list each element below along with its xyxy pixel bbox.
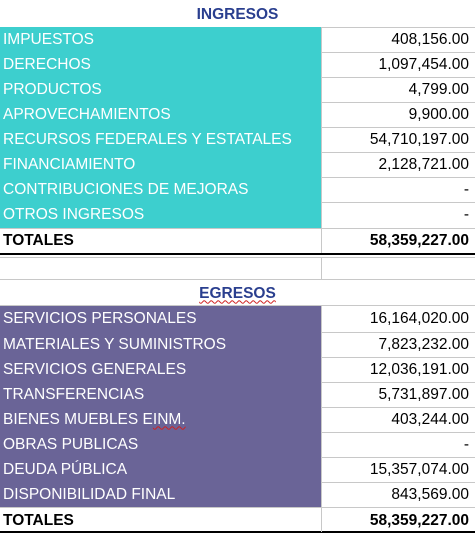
- totals-row[interactable]: TOTALES 58,359,227.00: [0, 508, 475, 533]
- table-row[interactable]: RECURSOS FEDERALES Y ESTATALES 54,710,19…: [0, 127, 475, 152]
- row-value: -: [463, 435, 469, 453]
- table-row[interactable]: SERVICIOS PERSONALES 16,164,020.00: [0, 306, 475, 332]
- row-value: 16,164,020.00: [369, 310, 469, 327]
- row-label: PRODUCTOS: [0, 77, 322, 102]
- row-label: IMPUESTOS: [0, 27, 322, 52]
- table-row[interactable]: DISPONIBILIDAD FINAL 843,569.00: [0, 482, 475, 507]
- egresos-title: EGRESOS: [0, 281, 475, 306]
- table-row[interactable]: DERECHOS 1,097,454.00: [0, 52, 475, 77]
- row-value: 9,900.00: [408, 105, 469, 123]
- table-row[interactable]: APROVECHAMIENTOS 9,900.00: [0, 102, 475, 127]
- row-value: 843,569.00: [391, 485, 469, 503]
- row-label: SERVICIOS GENERALES: [0, 357, 322, 382]
- totals-label: TOTALES: [3, 231, 74, 249]
- row-label: BIENES MUEBLES E INM.: [0, 407, 322, 432]
- totals-row[interactable]: TOTALES 58,359,227.00: [0, 228, 475, 253]
- row-label: SERVICIOS PERSONALES: [0, 306, 322, 332]
- row-label: DISPONIBILIDAD FINAL: [0, 482, 322, 507]
- totals-label: TOTALES: [3, 511, 74, 529]
- row-value: 2,128,721.00: [378, 155, 469, 173]
- table-row[interactable]: PRODUCTOS 4,799.00: [0, 77, 475, 102]
- row-value: -: [463, 206, 469, 223]
- table-row[interactable]: SERVICIOS GENERALES 12,036,191.00: [0, 357, 475, 382]
- table-row[interactable]: TRANSFERENCIAS 5,731,897.00: [0, 382, 475, 407]
- table-row[interactable]: MATERIALES Y SUMINISTROS 7,823,232.00: [0, 332, 475, 357]
- row-label: FINANCIAMIENTO: [0, 152, 322, 177]
- table-row[interactable]: OBRAS PUBLICAS -: [0, 432, 475, 457]
- row-value: 408,156.00: [391, 30, 469, 48]
- row-label: CONTRIBUCIONES DE MEJORAS: [0, 177, 322, 202]
- row-label-flagged: INM.: [152, 410, 186, 428]
- row-label: OTROS INGRESOS: [0, 202, 322, 228]
- table-row[interactable]: BIENES MUEBLES E INM. 403,244.00: [0, 407, 475, 432]
- table-row[interactable]: DEUDA PÚBLICA 15,357,074.00: [0, 457, 475, 482]
- row-value: 403,244.00: [391, 410, 469, 428]
- row-label: TRANSFERENCIAS: [0, 382, 322, 407]
- table-row[interactable]: CONTRIBUCIONES DE MEJORAS -: [0, 177, 475, 202]
- row-value: 12,036,191.00: [369, 360, 469, 378]
- ingresos-title: INGRESOS: [196, 5, 279, 23]
- table-row[interactable]: IMPUESTOS 408,156.00: [0, 27, 475, 52]
- row-label: OBRAS PUBLICAS: [0, 432, 322, 457]
- row-label: APROVECHAMIENTOS: [0, 102, 322, 127]
- row-label-prefix: BIENES MUEBLES E: [3, 410, 153, 428]
- totals-value: 58,359,227.00: [369, 511, 469, 529]
- table-row[interactable]: OTROS INGRESOS -: [0, 202, 475, 228]
- egresos-title-text: EGRESOS: [199, 284, 276, 302]
- row-value: -: [463, 180, 469, 198]
- row-label: DERECHOS: [0, 52, 322, 77]
- table-row[interactable]: FINANCIAMIENTO 2,128,721.00: [0, 152, 475, 177]
- row-label: RECURSOS FEDERALES Y ESTATALES: [0, 127, 322, 152]
- row-value: 54,710,197.00: [369, 130, 469, 148]
- row-value: 5,731,897.00: [378, 385, 469, 403]
- row-value: 1,097,454.00: [378, 55, 469, 73]
- row-label: DEUDA PÚBLICA: [0, 457, 322, 482]
- row-value: 15,357,074.00: [369, 460, 469, 478]
- row-value: 7,823,232.00: [378, 335, 469, 353]
- row-label: MATERIALES Y SUMINISTROS: [0, 332, 322, 357]
- totals-value: 58,359,227.00: [369, 231, 469, 249]
- row-value: 4,799.00: [408, 80, 469, 98]
